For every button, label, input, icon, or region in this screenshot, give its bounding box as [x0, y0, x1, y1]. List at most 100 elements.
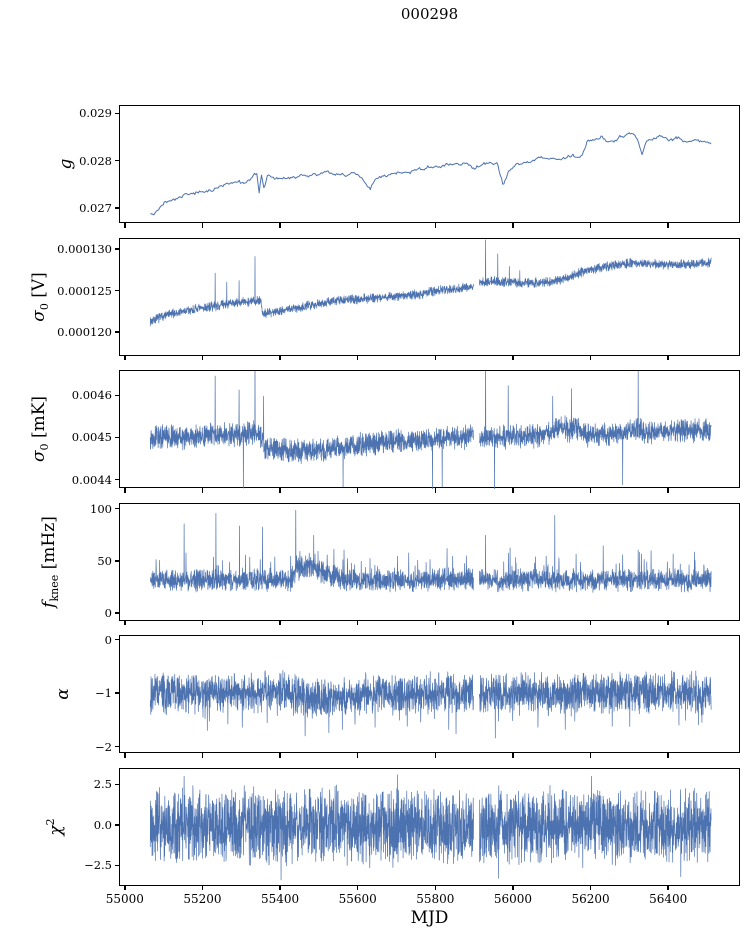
x-tick-mark	[124, 223, 126, 228]
y-tick-label: 0.0045	[71, 430, 112, 445]
series-sigma0-v	[149, 238, 712, 326]
figure-title: 000298	[400, 5, 459, 23]
y-axis-label-part: χ	[45, 824, 66, 836]
y-axis-label-alpha: α	[53, 688, 73, 699]
x-tick-mark	[201, 885, 204, 890]
y-tick-mark	[114, 436, 119, 439]
y-axis-label-part: 2	[44, 817, 58, 825]
x-tick-mark	[512, 355, 514, 360]
y-axis-label-sigma0-v: σ0 [V]	[29, 272, 51, 322]
x-tick-label: 55400	[260, 892, 300, 906]
y-axis-label-part: α	[53, 688, 73, 700]
x-tick-mark	[124, 753, 126, 758]
plot-area-g	[119, 105, 740, 223]
x-tick-mark	[201, 488, 204, 493]
x-tick-mark	[589, 488, 592, 493]
y-tick-mark	[114, 112, 119, 115]
x-tick-mark	[667, 620, 669, 625]
x-tick-mark	[512, 488, 514, 493]
x-tick-mark	[279, 223, 281, 228]
y-tick-label: 0.0	[93, 817, 112, 832]
y-tick-label: 0.000120	[57, 325, 112, 340]
x-tick-mark	[667, 753, 669, 758]
x-tick-mark	[589, 753, 592, 758]
x-tick-label: 55800	[416, 892, 455, 906]
series-path-sigma0-v	[149, 238, 712, 326]
y-tick-label: −1	[95, 686, 112, 701]
x-tick-mark	[201, 223, 204, 228]
x-tick-mark	[667, 885, 669, 890]
y-axis-label-part: [V]	[28, 271, 49, 303]
y-axis-label-chi2: χ2	[44, 818, 66, 835]
y-tick-label: 0.0044	[71, 472, 112, 487]
x-tick-mark	[512, 620, 514, 625]
x-tick-mark	[589, 355, 592, 360]
x-tick-mark	[667, 223, 669, 228]
y-tick-label: 50	[97, 553, 112, 568]
x-tick-mark	[279, 753, 281, 758]
x-tick-label: 56200	[571, 892, 610, 906]
series-alpha	[149, 670, 712, 739]
y-tick-mark	[114, 692, 119, 694]
x-tick-mark	[589, 885, 592, 890]
y-tick-label: −2	[95, 739, 112, 754]
y-tick-mark	[114, 612, 119, 614]
x-tick-mark	[512, 885, 514, 890]
y-axis-label-part: [mK]	[28, 395, 49, 444]
y-tick-mark	[114, 560, 119, 562]
y-tick-label: 0.000125	[57, 283, 112, 298]
x-tick-mark	[356, 488, 359, 493]
x-tick-mark	[356, 753, 359, 758]
series-fknee	[149, 509, 712, 593]
y-axis-label-part: 0	[38, 302, 52, 310]
y-tick-label: 0.029	[79, 106, 112, 121]
x-tick-mark	[356, 223, 359, 228]
x-tick-mark	[356, 355, 359, 360]
y-axis-label-part: g	[56, 158, 76, 170]
y-tick-mark	[114, 159, 119, 162]
x-tick-mark	[434, 620, 436, 625]
plot-area-chi2	[119, 767, 740, 886]
y-tick-mark	[114, 478, 119, 481]
x-tick-mark	[434, 885, 436, 890]
x-tick-mark	[201, 753, 204, 758]
y-axis-label-part: σ	[28, 450, 49, 463]
y-axis-label-part: σ	[28, 309, 49, 322]
x-tick-mark	[512, 223, 514, 228]
x-tick-mark	[589, 223, 592, 228]
x-tick-mark	[356, 885, 359, 890]
x-tick-mark	[434, 355, 436, 360]
series-sigma0-mk	[149, 371, 712, 489]
series-path-sigma0-mk	[149, 371, 712, 489]
x-axis-label: MJD	[410, 908, 449, 928]
plot-area-sigma0-v	[119, 237, 740, 356]
x-tick-mark	[434, 223, 436, 228]
x-tick-mark	[124, 488, 126, 493]
y-tick-mark	[114, 331, 119, 333]
x-tick-mark	[512, 753, 514, 758]
y-tick-label: 100	[90, 501, 112, 516]
y-axis-label-fknee: fknee [mHz]	[39, 516, 61, 608]
y-axis-label-part: 0	[38, 443, 52, 451]
x-tick-mark	[667, 355, 669, 360]
y-tick-label: 0.000130	[57, 242, 112, 257]
y-tick-label: 0	[104, 606, 112, 621]
y-axis-label-part: f	[38, 601, 59, 608]
series-path-g	[150, 132, 712, 216]
y-tick-label: 0.0046	[71, 388, 112, 403]
y-tick-mark	[114, 207, 119, 209]
x-tick-mark	[667, 488, 669, 493]
y-tick-mark	[114, 248, 119, 250]
x-tick-mark	[124, 885, 126, 890]
y-tick-mark	[114, 745, 119, 748]
series-g	[150, 132, 712, 216]
x-tick-mark	[279, 488, 281, 493]
y-tick-mark	[114, 783, 119, 786]
y-tick-label: −2.5	[84, 858, 112, 873]
x-tick-label: 55200	[183, 892, 222, 906]
x-tick-mark	[124, 620, 126, 625]
y-tick-label: 0	[104, 632, 112, 647]
x-tick-mark	[201, 355, 204, 360]
x-tick-mark	[279, 620, 281, 625]
y-axis-label-part: knee	[48, 574, 62, 602]
